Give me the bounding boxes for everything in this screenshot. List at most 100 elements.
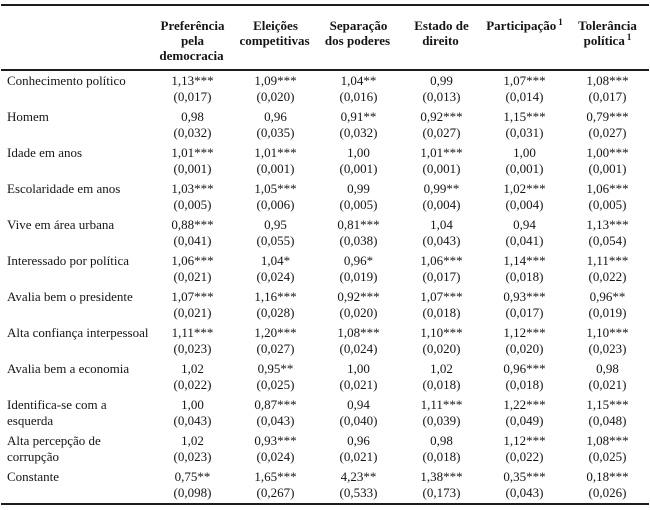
coefficient-value: 0,99** xyxy=(423,181,460,196)
standard-error-value: (0,026) xyxy=(588,485,627,500)
standard-error-value: (0,048) xyxy=(588,413,627,428)
coefficient-value: 0,95** xyxy=(257,361,294,376)
coefficient-value: 1,06*** xyxy=(420,253,463,268)
table-cell: 1,04* (0,024) xyxy=(234,251,317,287)
table-cell: 0,98 (0,032) xyxy=(151,107,234,143)
table-cell: 1,16*** (0,028) xyxy=(234,287,317,323)
standard-error-value: (0,001) xyxy=(505,161,544,176)
table-cell: 0,92*** (0,027) xyxy=(400,107,483,143)
standard-error-value: (0,017) xyxy=(505,305,544,320)
table-cell: 0,91** (0,032) xyxy=(317,107,400,143)
footnote-marker: 1 xyxy=(626,31,632,42)
standard-error-value: (0,017) xyxy=(422,269,461,284)
row-label: Avalia bem a economia xyxy=(7,361,130,376)
standard-error-value: (0,019) xyxy=(588,305,627,320)
coefficient-value: 1,07*** xyxy=(420,289,463,304)
coefficient-value: 1,07*** xyxy=(503,73,546,88)
table-cell: 0,98 (0,018) xyxy=(400,431,483,467)
standard-error-value: (0,005) xyxy=(173,197,212,212)
row-label: Alta percepção de corrupção xyxy=(7,433,101,464)
coefficient-value: 0,96 xyxy=(347,433,370,448)
column-header-label: Separação dos poderes xyxy=(324,18,391,48)
standard-error-value: (0,001) xyxy=(588,161,627,176)
standard-error-value: (0,020) xyxy=(339,305,378,320)
coefficient-value: 0,96* xyxy=(343,253,374,268)
coefficient-value: 0,96 xyxy=(264,109,287,124)
standard-error-value: (0,001) xyxy=(422,161,461,176)
row-label: Idade em anos xyxy=(7,145,83,160)
standard-error-value: (0,001) xyxy=(173,161,212,176)
table-cell: 1,08*** (0,017) xyxy=(566,70,649,107)
standard-error-value: (0,055) xyxy=(256,233,295,248)
standard-error-value: (0,027) xyxy=(256,341,295,356)
table-cell: 1,00 (0,001) xyxy=(483,143,566,179)
standard-error-value: (0,023) xyxy=(173,341,212,356)
table-cell: 1,65*** (0,267) xyxy=(234,467,317,504)
table-cell: 1,00*** (0,001) xyxy=(566,143,649,179)
table-cell: 0,93*** (0,024) xyxy=(234,431,317,467)
table-cell: 1,02*** (0,004) xyxy=(483,179,566,215)
standard-error-value: (0,018) xyxy=(505,377,544,392)
standard-error-value: (0,005) xyxy=(588,197,627,212)
standard-error-value: (0,021) xyxy=(173,305,212,320)
coefficient-value: 0,87*** xyxy=(254,397,297,412)
standard-error-value: (0,013) xyxy=(422,89,461,104)
table-cell: 0,92*** (0,020) xyxy=(317,287,400,323)
table-row: Alta confiança interpessoal 1,11*** (0,02… xyxy=(1,323,649,359)
coefficient-value: 0,81*** xyxy=(337,217,380,232)
coefficient-value: 0,94 xyxy=(513,217,536,232)
standard-error-value: (0,017) xyxy=(173,89,212,104)
standard-error-value: (0,024) xyxy=(339,341,378,356)
standard-error-value: (0,019) xyxy=(339,269,378,284)
column-header-preferencia-pela-democracia: Preferência pela democracia xyxy=(151,5,234,71)
coefficient-value: 1,01*** xyxy=(254,145,297,160)
standard-error-value: (0,043) xyxy=(422,233,461,248)
standard-error-value: (0,006) xyxy=(256,197,295,212)
coefficient-value: 1,06*** xyxy=(586,181,629,196)
table-cell: 0,96** (0,019) xyxy=(566,287,649,323)
standard-error-value: (0,021) xyxy=(339,449,378,464)
standard-error-value: (0,032) xyxy=(173,125,212,140)
table-cell: 1,07*** (0,014) xyxy=(483,70,566,107)
coefficient-value: 1,11*** xyxy=(171,325,214,340)
coefficient-value: 0,75** xyxy=(174,469,211,484)
table-cell: 0,95** (0,025) xyxy=(234,359,317,395)
standard-error-value: (0,038) xyxy=(339,233,378,248)
standard-error-value: (0,040) xyxy=(339,413,378,428)
standard-error-value: (0,021) xyxy=(173,269,212,284)
coefficient-value: 0,92*** xyxy=(337,289,380,304)
coefficient-value: 1,09*** xyxy=(254,73,297,88)
table-cell: 0,96*** (0,018) xyxy=(483,359,566,395)
table-cell: 0,94 (0,040) xyxy=(317,395,400,431)
column-header-label: Preferência pela democracia xyxy=(159,18,225,63)
footnote-marker: 1 xyxy=(558,16,563,27)
table-cell: 1,15*** (0,031) xyxy=(483,107,566,143)
coefficient-value: 1,06*** xyxy=(171,253,214,268)
table-cell: 1,11*** (0,023) xyxy=(151,323,234,359)
table-cell: 1,04** (0,016) xyxy=(317,70,400,107)
coefficient-value: 1,00 xyxy=(347,145,370,160)
coefficient-value: 1,04* xyxy=(260,253,291,268)
table-cell: 4,23** (0,533) xyxy=(317,467,400,504)
standard-error-value: (0,016) xyxy=(339,89,378,104)
coefficient-value: 0,92*** xyxy=(420,109,463,124)
table-cell: 1,01*** (0,001) xyxy=(151,143,234,179)
standard-error-value: (0,020) xyxy=(256,89,295,104)
table-cell: 0,95 (0,055) xyxy=(234,215,317,251)
coefficient-value: 1,08*** xyxy=(586,73,629,88)
table-cell: 1,00 (0,043) xyxy=(151,395,234,431)
standard-error-value: (0,031) xyxy=(505,125,544,140)
table-cell: 1,06*** (0,017) xyxy=(400,251,483,287)
table-cell: 0,99 (0,013) xyxy=(400,70,483,107)
table-cell: 1,02 (0,023) xyxy=(151,431,234,467)
table-cell: 1,20*** (0,027) xyxy=(234,323,317,359)
table-cell: 1,14*** (0,018) xyxy=(483,251,566,287)
coefficient-value: 1,00 xyxy=(181,397,204,412)
standard-error-value: (0,533) xyxy=(339,485,378,500)
table-cell: 1,02 (0,022) xyxy=(151,359,234,395)
table-cell: 0,93*** (0,017) xyxy=(483,287,566,323)
standard-error-value: (0,043) xyxy=(256,413,295,428)
table-cell: 1,15*** (0,048) xyxy=(566,395,649,431)
table-cell: 1,13*** (0,017) xyxy=(151,70,234,107)
